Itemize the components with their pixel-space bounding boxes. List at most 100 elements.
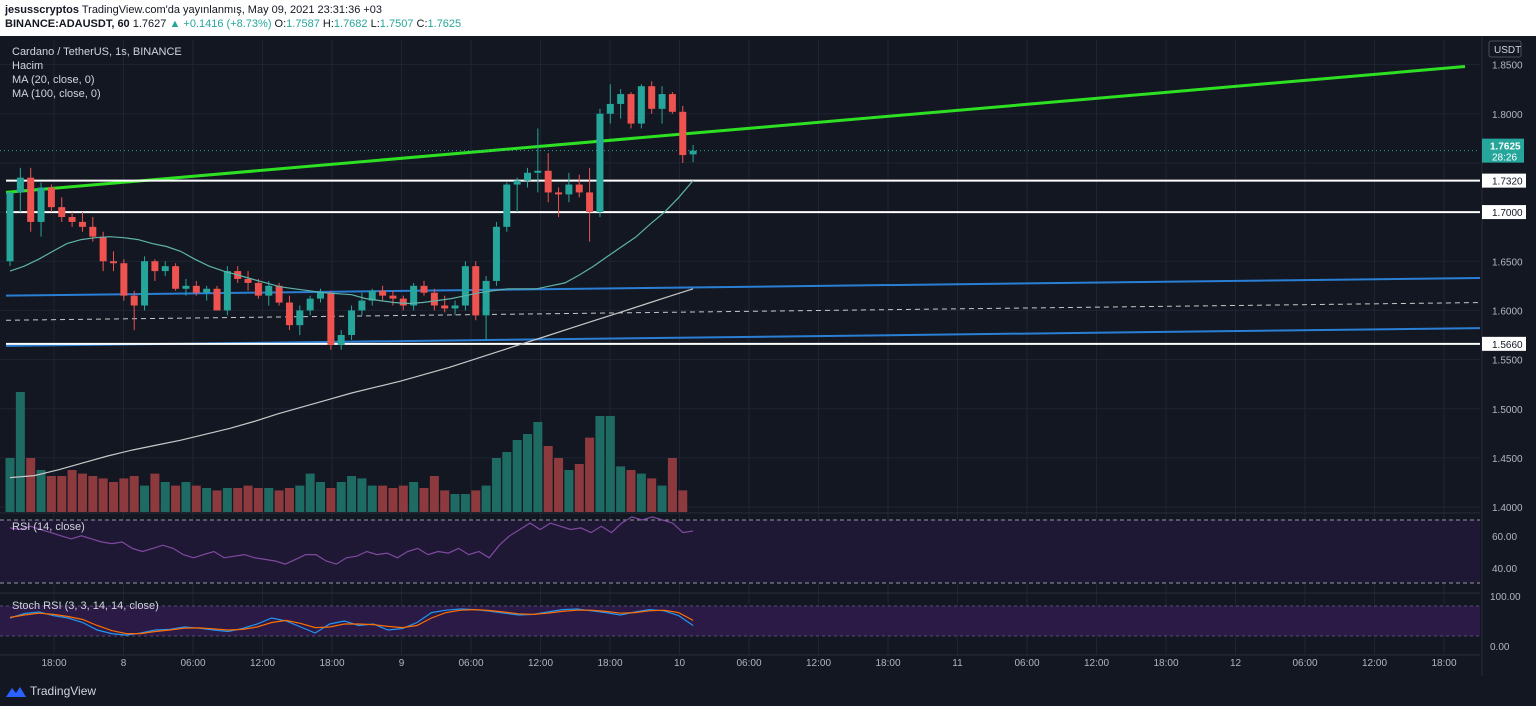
candle-body[interactable] [451,305,459,309]
candle-body[interactable] [16,177,24,193]
channel-mid-dashed-line [5,302,1481,321]
candle-body[interactable] [58,207,66,217]
time-tick-label: 06:00 [1014,658,1039,669]
candle-body[interactable] [130,295,138,306]
volume-bar [585,437,595,512]
candle-body[interactable] [275,285,283,303]
time-tick-label: 18:00 [875,658,900,669]
candle-body[interactable] [27,177,35,222]
candle-body[interactable] [689,150,697,155]
volume-bar [357,478,367,512]
candle-body[interactable] [110,261,117,264]
candle-body[interactable] [68,217,76,222]
candle-body[interactable] [172,266,180,289]
volume-bar [57,476,67,512]
candle-body[interactable] [586,192,594,213]
candle-body[interactable] [482,280,490,316]
candle-body[interactable] [420,285,428,293]
candle-body[interactable] [389,295,397,299]
candle-body[interactable] [37,187,45,222]
candle-body[interactable] [244,278,252,283]
candle-body[interactable] [203,288,211,293]
candle-body[interactable] [120,263,128,296]
candle-body[interactable] [213,288,221,311]
candle-body[interactable] [306,298,314,311]
candle-body[interactable] [358,300,366,311]
candle-body[interactable] [99,236,107,262]
volume-bar [5,458,15,512]
time-tick-label: 18:00 [41,658,66,669]
candle-body[interactable] [89,226,97,237]
candle-body[interactable] [627,94,635,124]
candle-body[interactable] [327,292,335,345]
candle-body[interactable] [637,86,645,124]
volume-bar [181,482,191,512]
volume-bar [409,482,419,512]
candle-body[interactable] [596,113,604,213]
candle-body[interactable] [399,298,407,306]
candle-body[interactable] [472,266,480,316]
candle-body[interactable] [368,290,376,301]
candle-body[interactable] [524,172,531,181]
candle-body[interactable] [6,192,14,262]
candle-body[interactable] [379,290,387,296]
candle-body[interactable] [544,170,552,193]
candle-body[interactable] [182,285,190,289]
volume-bar [678,490,688,512]
candle-body[interactable] [565,184,573,195]
volume-bar [264,488,274,512]
legend-title: Cardano / TetherUS, 1s, BINANCE [12,46,182,58]
time-tick-label: 18:00 [1153,658,1178,669]
candle-body[interactable] [317,292,324,299]
author-name[interactable]: jesusscryptos [5,4,79,16]
candle-body[interactable] [430,292,438,306]
volume-bar [595,416,605,512]
chart-canvas[interactable]: 1.8500 1.8000 1.6500 1.6000 1.5500 1.5000 1.45… [0,36,1536,676]
candle-body[interactable] [161,266,169,272]
volume-bar [98,478,108,512]
price-tick-label: 1.8000 [1492,110,1523,121]
legend-volume: Hacim [12,60,43,72]
volume-bar [253,488,263,512]
candlesticks [6,81,697,350]
candle-body[interactable] [47,187,55,208]
ma100-line [9,288,694,479]
publish-line: jesusscryptos TradingView.com'da yayınla… [5,4,382,16]
candle-body[interactable] [141,261,149,306]
candle-body[interactable] [575,184,583,193]
candle-body[interactable] [151,261,159,272]
candle-body[interactable] [648,86,656,109]
channel-upper-line [5,276,1481,297]
candle-body[interactable] [503,184,511,227]
candle-body[interactable] [679,111,687,156]
candle-body[interactable] [223,271,231,311]
volume-bar [233,488,243,512]
volume-bar [616,466,626,512]
candle-body[interactable] [296,310,304,326]
candle-body[interactable] [285,302,293,326]
candle-body[interactable] [617,94,625,104]
candle-body[interactable] [348,310,356,335]
resistance-trendline [5,65,1466,194]
candle-body[interactable] [192,285,200,293]
candle-body[interactable] [441,305,449,309]
candle-body[interactable] [606,103,614,114]
ohlc-line: BINANCE:ADAUSDT, 60 1.7627 ▲ +0.1416 (+8… [5,18,461,30]
candle-body[interactable] [410,285,418,306]
tradingview-brand[interactable]: TradingView [6,684,96,698]
candle-body[interactable] [658,94,666,109]
candle-body[interactable] [337,335,345,345]
currency-label[interactable]: USDT [1494,45,1521,56]
time-tick-label: 12 [1230,658,1242,669]
candle-body[interactable] [534,170,542,173]
volume-bar [605,416,615,512]
currency-box[interactable] [1488,40,1522,58]
candle-body[interactable] [668,94,676,112]
candle-body[interactable] [461,266,469,306]
candle-body[interactable] [265,285,273,296]
candle-body[interactable] [555,192,563,195]
candle-body[interactable] [492,226,500,281]
candle-body[interactable] [254,282,262,296]
candle-body[interactable] [513,180,521,185]
candle-body[interactable] [78,221,86,227]
